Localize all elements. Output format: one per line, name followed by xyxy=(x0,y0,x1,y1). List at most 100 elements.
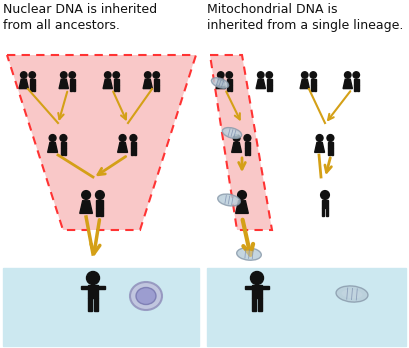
Ellipse shape xyxy=(237,248,261,260)
Bar xyxy=(328,142,333,148)
Text: Mitochondrial DNA is
inherited from a single lineage.: Mitochondrial DNA is inherited from a si… xyxy=(207,3,403,32)
Circle shape xyxy=(20,72,27,78)
Ellipse shape xyxy=(222,197,236,203)
Polygon shape xyxy=(103,79,112,89)
Ellipse shape xyxy=(342,290,362,299)
Bar xyxy=(248,148,250,155)
Circle shape xyxy=(61,72,67,78)
Bar xyxy=(61,148,63,155)
Circle shape xyxy=(353,72,360,78)
Bar xyxy=(354,85,356,91)
Bar xyxy=(94,298,98,311)
Bar xyxy=(88,285,98,298)
Circle shape xyxy=(301,72,308,78)
Circle shape xyxy=(86,271,99,285)
Ellipse shape xyxy=(136,287,156,304)
Polygon shape xyxy=(7,55,196,230)
Bar xyxy=(252,298,256,311)
Bar xyxy=(245,148,247,155)
Bar xyxy=(88,298,92,311)
Ellipse shape xyxy=(226,130,238,136)
Circle shape xyxy=(69,72,76,78)
Polygon shape xyxy=(236,201,248,213)
Bar xyxy=(101,208,103,216)
Bar xyxy=(328,148,330,155)
Circle shape xyxy=(130,135,137,141)
Bar xyxy=(207,268,406,346)
Circle shape xyxy=(327,135,334,141)
Bar xyxy=(61,142,66,148)
Bar xyxy=(157,85,159,91)
Polygon shape xyxy=(59,79,68,89)
Bar xyxy=(314,85,316,91)
Bar xyxy=(97,208,99,216)
Polygon shape xyxy=(80,201,92,213)
Bar xyxy=(134,148,136,155)
Circle shape xyxy=(244,135,251,141)
Ellipse shape xyxy=(211,78,229,88)
Bar xyxy=(267,79,272,85)
Polygon shape xyxy=(343,79,353,89)
Polygon shape xyxy=(118,142,128,152)
Bar xyxy=(321,208,324,216)
Circle shape xyxy=(310,72,317,78)
Bar xyxy=(230,85,232,91)
Circle shape xyxy=(82,191,90,199)
Bar xyxy=(64,148,66,155)
Bar xyxy=(70,79,75,85)
Bar xyxy=(117,85,119,91)
Bar xyxy=(131,142,136,148)
Bar xyxy=(258,298,262,311)
Circle shape xyxy=(96,191,104,199)
Bar xyxy=(131,148,133,155)
Ellipse shape xyxy=(130,282,162,310)
Ellipse shape xyxy=(222,128,242,139)
Bar xyxy=(311,85,313,91)
Circle shape xyxy=(105,72,111,78)
Bar xyxy=(326,208,328,216)
Polygon shape xyxy=(143,79,153,89)
Bar xyxy=(252,285,262,298)
Bar xyxy=(245,286,252,289)
Circle shape xyxy=(238,191,246,199)
Polygon shape xyxy=(300,79,310,89)
Polygon shape xyxy=(19,79,28,89)
Circle shape xyxy=(153,72,160,78)
Bar xyxy=(70,85,72,91)
Polygon shape xyxy=(216,79,225,89)
Bar xyxy=(73,85,75,91)
Bar xyxy=(30,85,32,91)
Bar xyxy=(97,200,103,208)
Circle shape xyxy=(113,72,119,78)
Bar xyxy=(3,268,199,346)
Bar xyxy=(33,85,35,91)
Circle shape xyxy=(233,135,240,141)
Bar xyxy=(270,85,272,91)
Circle shape xyxy=(316,135,323,141)
Bar xyxy=(114,79,119,85)
Bar xyxy=(262,286,269,289)
Bar xyxy=(245,142,250,148)
Bar xyxy=(227,85,229,91)
Circle shape xyxy=(266,72,272,78)
Ellipse shape xyxy=(214,80,225,86)
Ellipse shape xyxy=(241,251,257,258)
Polygon shape xyxy=(48,142,58,152)
Circle shape xyxy=(49,135,56,141)
Circle shape xyxy=(119,135,126,141)
Bar xyxy=(81,286,88,289)
Polygon shape xyxy=(231,142,242,152)
Polygon shape xyxy=(256,79,265,89)
Circle shape xyxy=(60,135,67,141)
Circle shape xyxy=(29,72,36,78)
Bar xyxy=(357,85,359,91)
Bar xyxy=(227,79,232,85)
Bar xyxy=(98,286,105,289)
Circle shape xyxy=(250,271,263,285)
Bar xyxy=(267,85,269,91)
Bar xyxy=(154,79,159,85)
Circle shape xyxy=(226,72,232,78)
Text: Nuclear DNA is inherited
from all ancestors.: Nuclear DNA is inherited from all ancest… xyxy=(3,3,157,32)
Bar xyxy=(354,79,359,85)
Polygon shape xyxy=(210,55,272,230)
